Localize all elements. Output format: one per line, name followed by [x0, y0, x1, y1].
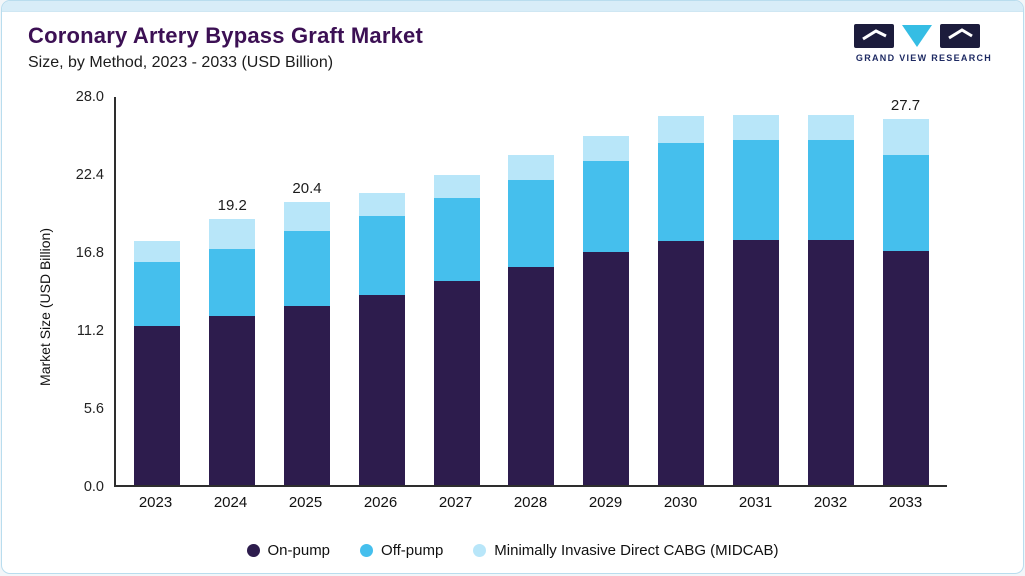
bar-segment-on-pump[interactable]: [134, 325, 181, 485]
legend-swatch: [246, 544, 260, 557]
bar-segment-minimally-invasive-direct-cabg-midcab[interactable]: [284, 202, 331, 232]
x-tick-label-2033: 2033: [888, 493, 923, 511]
bar-segment-minimally-invasive-direct-cabg-midcab[interactable]: [209, 218, 256, 250]
x-tick-label-2028: 2028: [513, 493, 548, 511]
legend-item-off-pump[interactable]: Off-pump: [360, 542, 443, 559]
y-tick-label: 28.0: [75, 89, 104, 105]
bar-segment-off-pump[interactable]: [134, 261, 181, 326]
y-tick-label: 5.6: [83, 401, 104, 417]
chart-subtitle: Size, by Method, 2023 - 2033 (USD Billio…: [28, 54, 334, 71]
plot-area: 19.2 20.4 27.7: [114, 97, 947, 487]
brand-logo: GRAND VIEW RESEARCH: [849, 23, 999, 63]
bar-2027[interactable]: [433, 97, 480, 485]
bar-segment-on-pump[interactable]: [209, 315, 256, 485]
bar-segment-minimally-invasive-direct-cabg-midcab[interactable]: [583, 135, 630, 161]
bar-segment-minimally-invasive-direct-cabg-midcab[interactable]: [732, 115, 779, 140]
bar-total-label-2024: 19.2: [217, 196, 247, 214]
x-tick-label-2023: 2023: [138, 493, 173, 511]
x-tick-label-2025: 2025: [288, 493, 323, 511]
legend-item-on-pump[interactable]: On-pump: [246, 542, 331, 559]
bar-segment-off-pump[interactable]: [658, 142, 705, 242]
bar-2024[interactable]: 19.2: [209, 97, 256, 485]
bar-segment-on-pump[interactable]: [807, 239, 854, 485]
bar-2029[interactable]: [583, 97, 630, 485]
chart-main: 19.2 20.4 27.7 2023 2024 2025 2026 2027 2028 202…: [114, 97, 947, 517]
bar-segment-minimally-invasive-direct-cabg-midcab[interactable]: [134, 241, 181, 262]
bar-2031[interactable]: [732, 97, 779, 485]
bar-segment-off-pump[interactable]: [284, 231, 331, 307]
legend-label: On-pump: [267, 542, 331, 559]
bar-segment-on-pump[interactable]: [433, 281, 480, 485]
x-axis-labels: 2023 2024 2025 2026 2027 2028 2029 2030 2031 2032…: [114, 487, 947, 517]
bar-segment-off-pump[interactable]: [358, 216, 405, 296]
bar-segment-off-pump[interactable]: [209, 249, 256, 316]
bar-segment-on-pump[interactable]: [732, 239, 779, 485]
bar-total-label-2025: 20.4: [292, 180, 322, 198]
bar-segment-on-pump[interactable]: [882, 251, 929, 485]
bar-segment-minimally-invasive-direct-cabg-midcab[interactable]: [508, 155, 555, 181]
x-tick-label-2032: 2032: [813, 493, 848, 511]
bar-2030[interactable]: [658, 97, 705, 485]
bar-segment-minimally-invasive-direct-cabg-midcab[interactable]: [658, 116, 705, 143]
bar-2023[interactable]: [134, 97, 181, 485]
bar-segment-on-pump[interactable]: [583, 252, 630, 485]
bar-segment-off-pump[interactable]: [508, 180, 555, 268]
x-tick-label-2030: 2030: [663, 493, 698, 511]
x-tick-label-2031: 2031: [738, 493, 773, 511]
x-tick-label-2024: 2024: [213, 493, 248, 511]
legend-item-minimally-invasive-direct-cabg-midcab[interactable]: Minimally Invasive Direct CABG (MIDCAB): [473, 542, 779, 559]
bar-segment-minimally-invasive-direct-cabg-midcab[interactable]: [807, 115, 854, 140]
bar-2025[interactable]: 20.4: [284, 97, 331, 485]
y-axis-title: Market Size (USD Billion): [32, 97, 58, 517]
bar-segment-off-pump[interactable]: [583, 160, 630, 253]
brand-logo-text: GRAND VIEW RESEARCH: [855, 53, 993, 63]
bar-segment-off-pump[interactable]: [807, 139, 854, 240]
bar-2028[interactable]: [508, 97, 555, 485]
legend-swatch: [360, 544, 374, 557]
x-tick-label-2027: 2027: [438, 493, 473, 511]
bar-segment-minimally-invasive-direct-cabg-midcab[interactable]: [358, 192, 405, 217]
bar-segment-minimally-invasive-direct-cabg-midcab[interactable]: [882, 119, 929, 155]
bar-2032[interactable]: [807, 97, 854, 485]
chart-title: Coronary Artery Bypass Graft Market: [28, 23, 423, 48]
bar-segment-on-pump[interactable]: [658, 241, 705, 485]
y-tick-label: 22.4: [75, 167, 104, 183]
x-tick-label-2029: 2029: [588, 493, 623, 511]
chart-header: Coronary Artery Bypass Graft Market Size…: [28, 23, 423, 72]
bar-segment-on-pump[interactable]: [284, 306, 331, 485]
y-axis-ticks: 0.0 5.6 11.2 16.8 22.4 28.0: [58, 89, 114, 495]
brand-logo-icon: [854, 24, 980, 48]
legend-label: Minimally Invasive Direct CABG (MIDCAB): [494, 542, 779, 559]
legend-label: Off-pump: [381, 542, 444, 559]
bar-2026[interactable]: [358, 97, 405, 485]
legend-swatch: [473, 544, 487, 557]
bar-segment-off-pump[interactable]: [882, 154, 929, 252]
legend: On-pump Off-pump Minimally Invasive Direct…: [2, 542, 1023, 559]
y-tick-label: 16.8: [75, 245, 104, 261]
bar-segment-minimally-invasive-direct-cabg-midcab[interactable]: [433, 174, 480, 199]
bar-segment-off-pump[interactable]: [732, 139, 779, 240]
chart: Market Size (USD Billion) 0.0 5.6 11.2 16.8…: [32, 89, 947, 517]
bar-2033[interactable]: 27.7: [882, 97, 929, 485]
y-tick-label: 11.2: [76, 323, 104, 339]
y-tick-label: 0.0: [83, 479, 104, 495]
bar-segment-on-pump[interactable]: [508, 267, 555, 485]
bar-segment-on-pump[interactable]: [358, 295, 405, 485]
top-accent-strip: [2, 1, 1023, 12]
x-tick-label-2026: 2026: [363, 493, 398, 511]
y-axis-title-text: Market Size (USD Billion): [37, 228, 53, 386]
bar-segment-off-pump[interactable]: [433, 198, 480, 282]
bar-total-label-2033: 27.7: [890, 97, 921, 114]
